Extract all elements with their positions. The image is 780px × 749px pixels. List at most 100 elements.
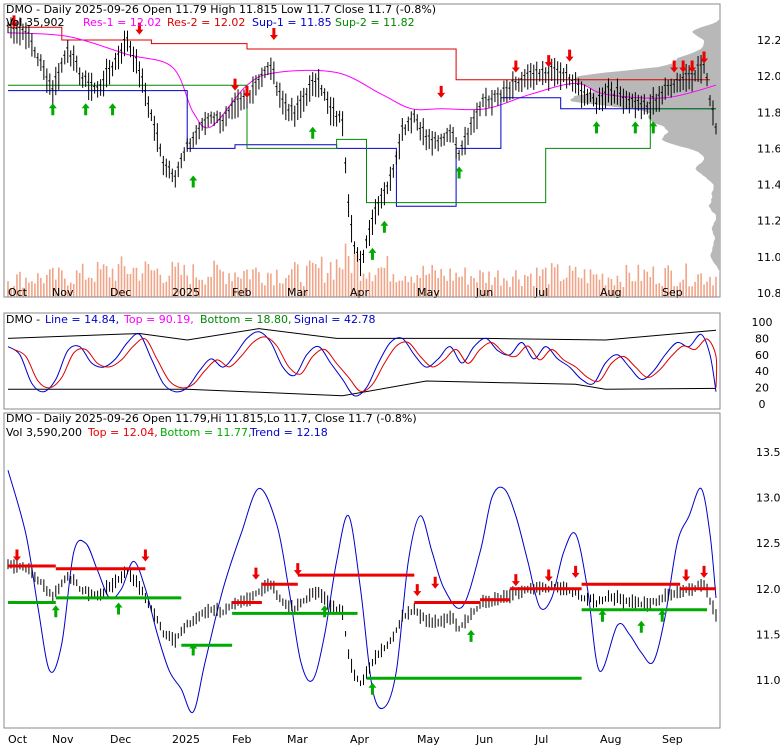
trend-arrows [12,549,709,695]
down-arrow [679,60,688,73]
down-arrow [700,51,709,64]
trend-value-label: Trend = 12.18 [249,426,328,439]
trend-y-tick-label: 12.5 [756,537,780,550]
down-arrow [431,576,440,589]
down-arrow [293,563,302,576]
stochastic-panel-frame [3,312,721,410]
down-arrow [571,565,580,578]
price-x-tick-label: Mar [287,286,308,299]
up-arrow [380,220,389,233]
sup1-label: Sup-1 = 11.85 [252,16,332,29]
down-arrow [700,565,709,578]
price-header-volume: Vol 35,902 [6,16,64,29]
down-arrow [269,28,278,40]
trend-x-tick-label: Apr [350,733,370,745]
stochastic-panel: 100 80 60 40 20 0 DMO - Line = 14.84, Top = 9… [3,312,773,411]
stochastic-signal-label: Signal = 42.78 [294,313,376,326]
up-arrow [592,121,601,134]
down-arrow [511,574,520,587]
down-arrow [242,85,251,98]
up-arrow [51,605,60,618]
down-arrow [670,60,679,73]
stochastic-bottom-band [8,380,717,397]
stochastic-ticker: DMO - [6,313,40,326]
sup2-label: Sup-2 = 11.82 [335,16,415,29]
up-arrow [368,682,377,695]
price-y-tick-label: 11.2 [757,215,780,228]
res2-label: Res-2 = 12.02 [167,16,245,29]
stochastic-y-tick-label: 0 [759,398,766,411]
price-x-tick-label: May [417,286,440,299]
up-arrow [631,121,640,134]
up-arrow [368,247,377,260]
trend-curve [7,470,717,714]
up-arrow [81,103,90,116]
up-arrow [598,609,607,622]
trend-x-tick-label: Sep [662,733,683,745]
trend-y-axis: 13.5 13.0 12.5 12.0 11.5 11.0 [756,446,780,687]
up-arrow [308,126,317,139]
up-arrow [108,103,117,116]
trend-bottom-label: Bottom = 11.77, [160,426,252,439]
trend-y-tick-label: 12.0 [756,583,780,596]
down-arrow [231,78,240,91]
price-x-tick-label: Apr [350,286,370,299]
up-arrow [114,602,123,615]
price-bars [6,17,717,277]
price-x-tick-label: Aug [600,286,621,299]
price-y-tick-label: 11.6 [757,142,780,155]
trend-x-tick-label: Jul [534,733,548,745]
stochastic-line-label: Line = 14.84, [45,313,119,326]
trend-header-title: DMO - Daily 2025-09-26 Open 11.79,Hi 11.… [6,412,417,425]
up-arrow [637,620,646,633]
down-arrow [251,567,260,580]
trend-x-axis: Oct Nov Dec 2025 Feb Mar Apr May Jun Jul Aug Sep [8,733,683,746]
stochastic-y-tick-label: 60 [755,349,769,362]
trend-x-tick-label: Dec [110,733,131,745]
volume-bars [7,243,717,297]
price-panel-frame [3,3,721,298]
trend-x-tick-label: Feb [232,733,251,745]
stochastic-y-tick-label: 100 [752,316,773,329]
price-y-tick-label: 11.8 [757,106,780,119]
up-arrow [320,605,329,618]
price-x-tick-label: 2025 [172,286,200,299]
stochastic-y-axis: 100 80 60 40 20 0 [752,316,773,411]
price-x-tick-label: Jun [475,286,493,299]
down-arrow [437,85,446,98]
trend-x-tick-label: May [417,733,440,745]
price-y-axis: 12.2 12.0 11.8 11.6 11.4 11.2 11.0 10.8 [757,34,780,300]
trend-x-tick-label: 2025 [172,733,200,745]
down-arrow [682,569,691,582]
res1-label: Res-1 = 12.02 [83,16,161,29]
up-arrow [649,121,658,134]
stochastic-y-tick-label: 40 [755,365,769,378]
down-arrow [688,60,697,73]
price-y-tick-label: 12.0 [757,70,780,83]
price-y-tick-label: 11.4 [757,179,780,192]
up-arrow [189,643,198,656]
trend-top-bottom-segments [8,564,716,680]
trend-x-tick-label: Nov [52,733,74,745]
down-arrow [413,584,422,597]
stochastic-signal-line [13,336,718,393]
up-arrow [658,609,667,622]
trend-x-tick-label: Aug [600,733,621,745]
trend-y-tick-label: 11.5 [756,628,780,641]
price-x-tick-label: Dec [110,286,131,299]
price-x-tick-label: Oct [8,286,28,299]
trend-y-tick-label: 13.5 [756,446,780,459]
up-arrow [48,103,57,116]
price-x-tick-label: Jul [534,286,548,299]
trend-y-tick-label: 13.0 [756,492,780,505]
stochastic-bottom-label: Bottom = 18.80, [200,313,292,326]
price-y-tick-label: 10.8 [757,287,780,300]
stochastic-top-label: Top = 90.19, [123,313,194,326]
down-arrow [12,549,21,562]
down-arrow [141,549,150,562]
price-x-tick-label: Sep [662,286,683,299]
stochastic-y-tick-label: 20 [755,382,769,395]
price-header-title: DMO - Daily 2025-09-26 Open 11.79 High 1… [6,3,436,16]
price-x-tick-label: Nov [52,286,74,299]
